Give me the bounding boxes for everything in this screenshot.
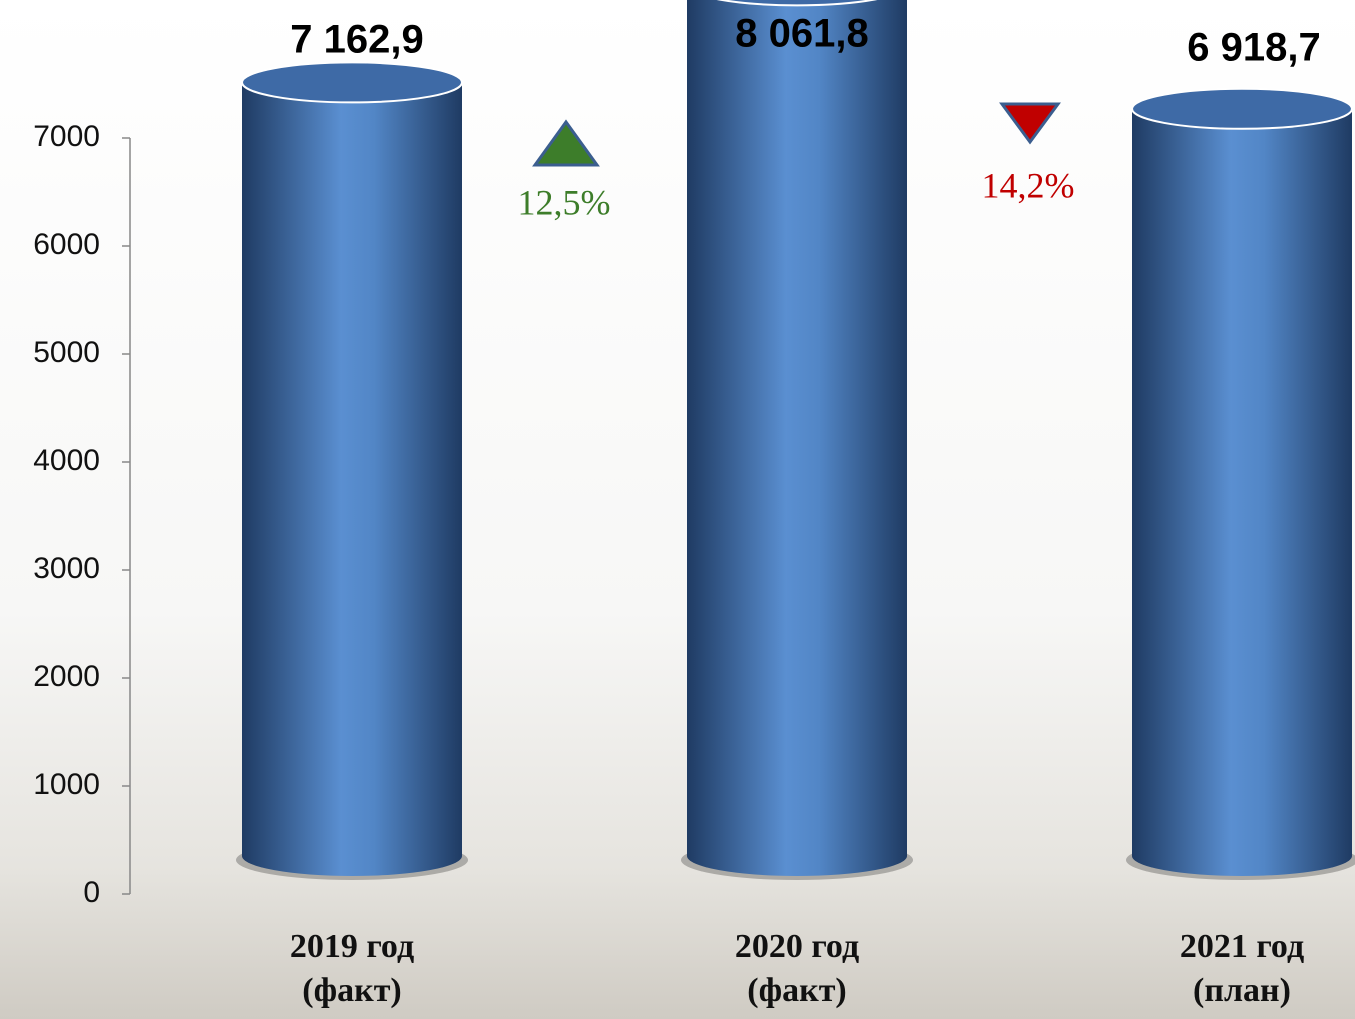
x-tick-label: 2020 год (факт) — [697, 925, 897, 1013]
y-tick-label: 7000 — [33, 120, 100, 153]
bar — [1132, 109, 1352, 876]
trend-arrow — [535, 122, 597, 165]
x-tick-label: 2021 год (план) — [1142, 925, 1342, 1013]
y-tick-label: 3000 — [33, 552, 100, 585]
x-tick-label: 2019 год (факт) — [252, 925, 452, 1013]
value-label: 6 918,7 — [1187, 26, 1320, 70]
value-label: 7 162,9 — [290, 18, 423, 62]
chart-svg: 0 1000 2000 3000 4000 5000 6000 7000 7 162,9 8 06… — [0, 0, 1355, 1019]
chart: 0 1000 2000 3000 4000 5000 6000 7000 7 162,9 8 06… — [0, 0, 1355, 1019]
bar-top — [242, 62, 462, 102]
value-label: 8 061,8 — [735, 12, 868, 56]
y-tick-label: 0 — [83, 876, 100, 909]
y-tick-label: 2000 — [33, 660, 100, 693]
annotation: 14,2% — [982, 165, 1075, 205]
bar — [242, 82, 462, 876]
y-tick-label: 1000 — [33, 768, 100, 801]
y-tick-label: 4000 — [33, 444, 100, 477]
bar — [687, 0, 907, 876]
annotation: 12,5% — [518, 182, 611, 222]
y-tick-label: 5000 — [33, 336, 100, 369]
y-tick-label: 6000 — [33, 228, 100, 261]
trend-arrow — [1002, 104, 1058, 142]
bar-top — [1132, 89, 1352, 129]
